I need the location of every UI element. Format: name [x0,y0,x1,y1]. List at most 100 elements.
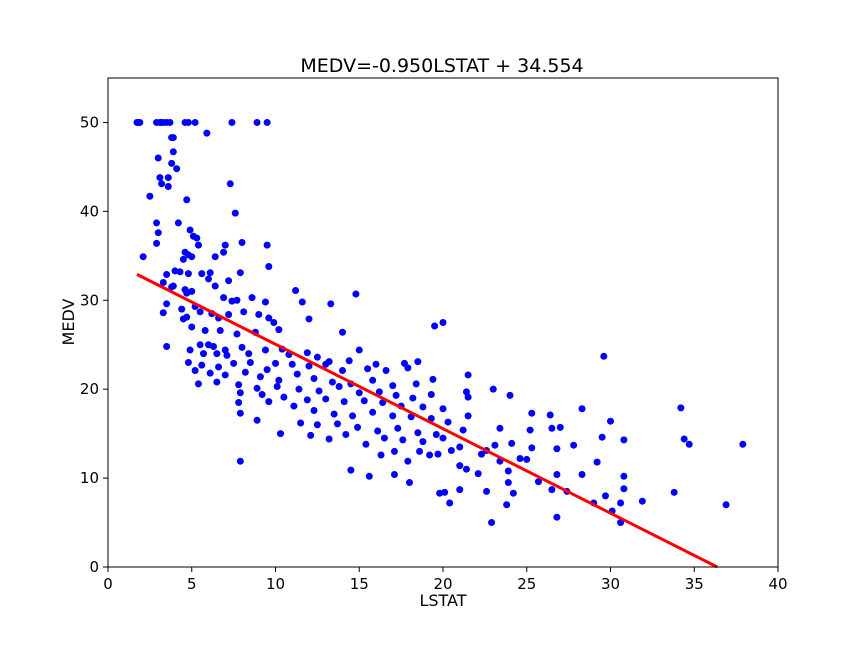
data-point [333,420,341,428]
data-point [528,409,536,417]
data-point [184,270,192,278]
data-point [439,434,447,442]
data-point [156,174,164,182]
data-point [225,311,233,318]
data-point [322,395,330,403]
data-point [534,478,542,486]
data-point [352,290,360,298]
y-axis-label: MEDV [59,299,78,346]
data-point [235,399,243,407]
data-point [432,431,440,439]
data-point [261,346,269,354]
data-point [168,159,176,167]
x-axis-label: LSTAT [419,591,466,610]
data-point [489,385,497,393]
data-point [188,253,196,261]
data-point [206,369,214,377]
data-point [179,315,187,323]
data-point [203,129,211,137]
data-point [680,435,688,443]
plot-frame [107,77,779,568]
data-point [275,326,283,334]
axes: 0 5 10 15 20 25 30 35 40 0 10 20 30 40 50 [80,113,788,593]
data-point [406,479,413,487]
data-point [526,426,534,434]
data-point [313,353,321,361]
data-point [488,519,496,527]
data-point [362,440,370,448]
data-point [270,319,278,326]
data-point [211,253,219,261]
data-point [246,359,254,367]
data-point [620,472,628,480]
data-point [310,407,318,415]
data-point [220,248,228,256]
data-point [412,380,420,388]
data-point [178,305,186,313]
y-tick-label: 30 [80,291,99,309]
x-tick-label: 5 [187,575,197,593]
data-point [293,370,301,378]
data-point [194,380,202,388]
data-point [355,389,363,397]
data-point [176,268,184,276]
data-point [235,381,243,389]
data-point [325,435,333,443]
regression-line-layer [136,273,718,569]
y-tick-label: 0 [89,558,99,576]
data-point [186,226,194,234]
x-tick-label: 40 [768,575,787,593]
chart-title: MEDV=-0.950LSTAT + 34.554 [300,55,583,77]
data-point [154,154,162,162]
data-point [199,350,207,358]
data-point [739,440,747,448]
data-point [474,470,482,478]
data-point [335,383,343,391]
data-point [265,314,273,322]
y-tick-label: 20 [80,380,99,398]
data-point [238,238,246,246]
data-point [186,346,194,354]
data-point [506,391,514,399]
x-tick-label: 20 [433,575,452,593]
data-point [163,343,171,351]
data-point [322,360,330,368]
data-point [444,418,452,426]
data-point [253,384,261,392]
data-point [369,376,377,384]
data-point [617,499,625,507]
data-point [233,296,241,304]
data-point [153,219,161,227]
data-point [154,229,162,237]
data-point [414,429,422,437]
data-point [201,327,209,334]
data-point [255,311,263,318]
data-point [375,388,383,396]
data-point [164,182,172,190]
data-point [159,309,167,317]
data-point [464,412,472,420]
data-point [330,410,338,418]
data-point [277,430,285,438]
data-point [305,315,313,323]
data-point [456,486,464,494]
data-point [290,402,298,410]
data-point [233,330,241,338]
data-point [245,350,253,358]
data-point [503,501,511,509]
data-point [225,277,233,285]
data-point [380,434,388,442]
data-point [462,388,470,396]
data-point [206,269,214,277]
regression-line [136,273,718,569]
data-points [133,118,747,527]
x-tick-label: 15 [350,575,369,593]
data-point [504,467,512,475]
data-point [240,308,248,316]
data-point [215,363,223,371]
data-point [193,234,201,242]
data-point [179,255,187,263]
data-point [553,471,561,479]
data-point [638,497,646,505]
data-point [578,405,586,413]
